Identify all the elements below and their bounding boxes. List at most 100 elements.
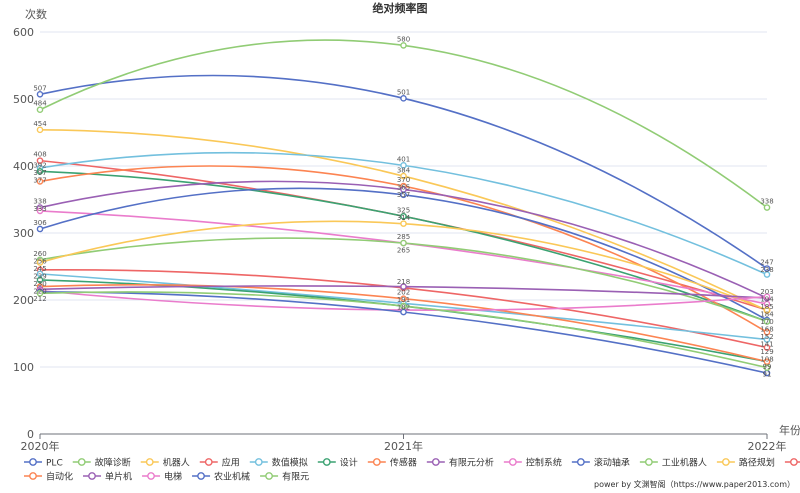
data-label: 203 (760, 288, 773, 296)
legend-item[interactable]: 单片机 (83, 471, 132, 483)
data-point[interactable] (763, 265, 771, 272)
data-point[interactable] (400, 95, 407, 102)
data-point[interactable] (763, 336, 771, 343)
y-tick-label: 600 (13, 26, 34, 39)
data-point[interactable] (400, 42, 407, 49)
x-tick-label: 2020年 (21, 439, 60, 453)
legend-marker (265, 472, 273, 480)
data-label: 338 (760, 198, 773, 206)
data-label: 401 (397, 155, 410, 163)
data-point[interactable] (763, 328, 771, 336)
data-label: 370 (397, 176, 410, 184)
data-label: 230 (33, 280, 46, 288)
data-point[interactable] (400, 191, 407, 199)
legend-item[interactable]: 工业机器人 (639, 457, 707, 469)
data-point[interactable] (36, 91, 44, 98)
y-tick-label: 200 (13, 294, 34, 307)
legend-marker (197, 472, 205, 480)
x-axis-label: 年份 (779, 423, 800, 437)
legend-item[interactable]: 故障诊断 (72, 457, 131, 469)
data-point[interactable] (400, 295, 407, 302)
data-point[interactable] (36, 157, 44, 164)
legend-label: 自动化 (46, 471, 73, 483)
data-point[interactable] (400, 212, 407, 220)
data-point[interactable] (400, 239, 407, 247)
legend-item[interactable]: 滚动轴承 (571, 457, 630, 469)
data-label: 408 (33, 151, 46, 159)
data-label: 365 (397, 184, 410, 192)
data-point[interactable] (36, 289, 44, 297)
axes: 0 100 200 300 400 500 600 2020年 2021年 2022年 (13, 26, 787, 453)
data-point[interactable] (763, 271, 771, 278)
data-label: 338 (33, 198, 46, 206)
x-tick-label: 2021年 (384, 439, 423, 453)
legend-label: 单片机 (105, 471, 132, 483)
data-point[interactable] (400, 308, 407, 316)
data-point[interactable] (400, 220, 407, 227)
data-point[interactable] (36, 207, 44, 215)
y-tick-label: 500 (13, 93, 34, 106)
legend-label: 工业机器人 (662, 457, 707, 469)
legend-label: 机器人 (163, 457, 190, 469)
data-point[interactable] (400, 302, 407, 310)
data-label: 91 (763, 370, 772, 378)
data-point[interactable] (763, 358, 771, 365)
legend-item[interactable]: 机器人 (140, 457, 190, 469)
legend-item[interactable]: 农业机械 (192, 471, 250, 483)
legend-item[interactable]: 数值模拟 (249, 457, 308, 469)
legend[interactable]: PLC 故障诊断 机器人 应用 数值模拟 设计 传感器 有限元分析 控制系统 滚动轴承 工业机器人 路… (24, 457, 800, 483)
data-point[interactable] (36, 259, 44, 266)
data-label: 108 (760, 355, 773, 363)
data-point[interactable] (763, 306, 771, 314)
data-label: 333 (33, 205, 46, 213)
legend-label: 有限元分析 (449, 457, 494, 469)
legend-marker (29, 458, 37, 466)
data-point[interactable] (763, 318, 771, 325)
data-point[interactable] (400, 283, 407, 290)
legend-item[interactable]: 路径规划 (716, 457, 775, 469)
data-points (36, 42, 771, 377)
legend-marker (77, 458, 86, 466)
legend-label: PLC (46, 459, 63, 469)
data-label: 238 (760, 266, 773, 274)
legend-marker (372, 458, 381, 466)
y-tick-label: 400 (13, 160, 34, 173)
data-point[interactable] (400, 172, 407, 180)
data-label: 220 (33, 287, 46, 295)
data-label: 256 (33, 257, 47, 265)
data-point[interactable] (36, 168, 44, 175)
legend-item[interactable]: 传感器 (367, 457, 417, 469)
data-point[interactable] (763, 293, 771, 300)
legend-item[interactable]: 应用 (199, 457, 240, 469)
legend-item[interactable]: 控制系统 (503, 457, 562, 469)
legend-item[interactable]: 自动化 (24, 471, 73, 483)
data-label: 168 (760, 325, 773, 333)
legend-item[interactable]: PLC (24, 458, 63, 469)
data-point[interactable] (36, 225, 44, 233)
data-point[interactable] (36, 106, 44, 114)
data-point[interactable] (36, 276, 44, 284)
legend-marker (721, 458, 730, 466)
legend-item[interactable]: 有限元分析 (426, 457, 494, 469)
legend-label: 电梯 (164, 471, 182, 483)
legend-item[interactable]: 有限元 (260, 471, 309, 483)
data-point[interactable] (36, 126, 44, 134)
data-label: 357 (397, 191, 410, 199)
legend-marker (790, 458, 798, 466)
data-point[interactable] (763, 344, 771, 351)
legend-label: 路径规划 (739, 457, 775, 469)
data-point[interactable] (36, 270, 44, 278)
data-point[interactable] (36, 178, 44, 185)
legend-item[interactable]: 仿真 (784, 457, 800, 469)
data-point[interactable] (763, 364, 771, 371)
data-label: 501 (397, 88, 410, 96)
legend-item[interactable]: 设计 (317, 457, 358, 469)
data-point[interactable] (763, 300, 771, 308)
footer-credit: power by 文渊智阁（https://www.paper2013.com） (594, 479, 795, 489)
data-label: 185 (760, 303, 773, 311)
data-label: 202 (397, 289, 410, 297)
legend-item[interactable]: 电梯 (142, 471, 182, 483)
data-point[interactable] (400, 162, 407, 169)
data-point[interactable] (763, 204, 771, 211)
legend-marker (508, 458, 517, 466)
